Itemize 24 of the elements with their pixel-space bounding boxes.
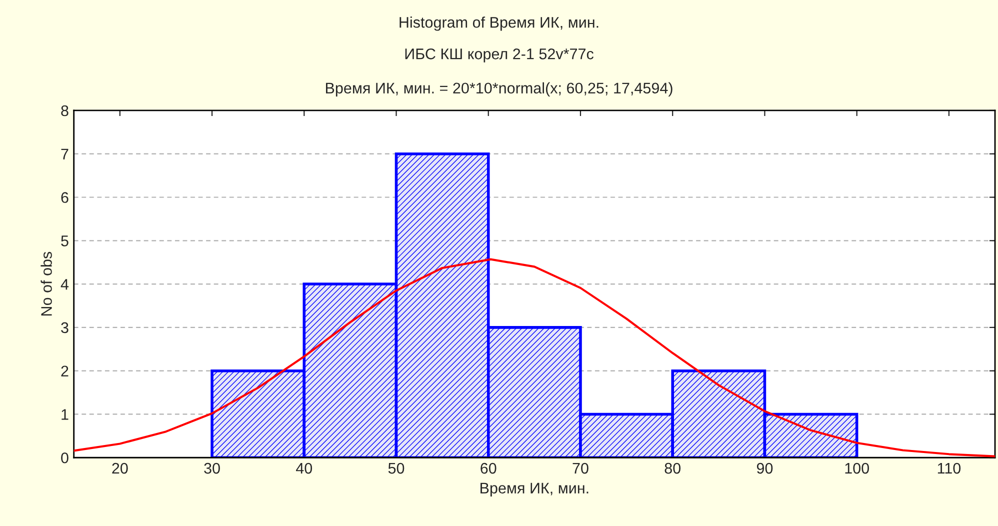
x-tick-label: 30 [204, 462, 220, 474]
y-tick-label: 2 [61, 366, 68, 376]
y-tick-label: 6 [61, 192, 68, 203]
y-tick-label: 4 [60, 279, 69, 290]
x-tick-label: 110 [938, 462, 961, 474]
x-tick-label: 60 [480, 462, 496, 474]
x-tick-label: 20 [112, 462, 128, 474]
y-tick-label: 8 [61, 105, 68, 116]
x-tick-label: 100 [845, 462, 869, 474]
x-tick-label: 50 [388, 462, 404, 474]
x-tick-label: 80 [664, 462, 680, 474]
y-tick-label: 7 [61, 148, 68, 160]
y-tick-label: 3 [61, 322, 68, 334]
y-tick-label: 1 [62, 409, 68, 420]
text: Время ИК, мин. = 20*10*normal(x; 60,25; 17,4594) [326, 82, 672, 97]
x-tick-label: 90 [756, 462, 773, 474]
x-axis-title: Время ИК, мин. [480, 482, 588, 497]
chart-title: Histogram of Время ИК, мин. [400, 16, 598, 31]
y-tick-label: 0 [61, 452, 68, 464]
y-axis-title: No of obs [40, 252, 52, 316]
chart-subtitle: ИБС КШ корел 2-1 52v*77c [405, 48, 594, 62]
x-tick-label: 40 [296, 462, 312, 474]
y-tick-label: 5 [61, 236, 68, 246]
x-tick-label: 70 [572, 462, 588, 474]
